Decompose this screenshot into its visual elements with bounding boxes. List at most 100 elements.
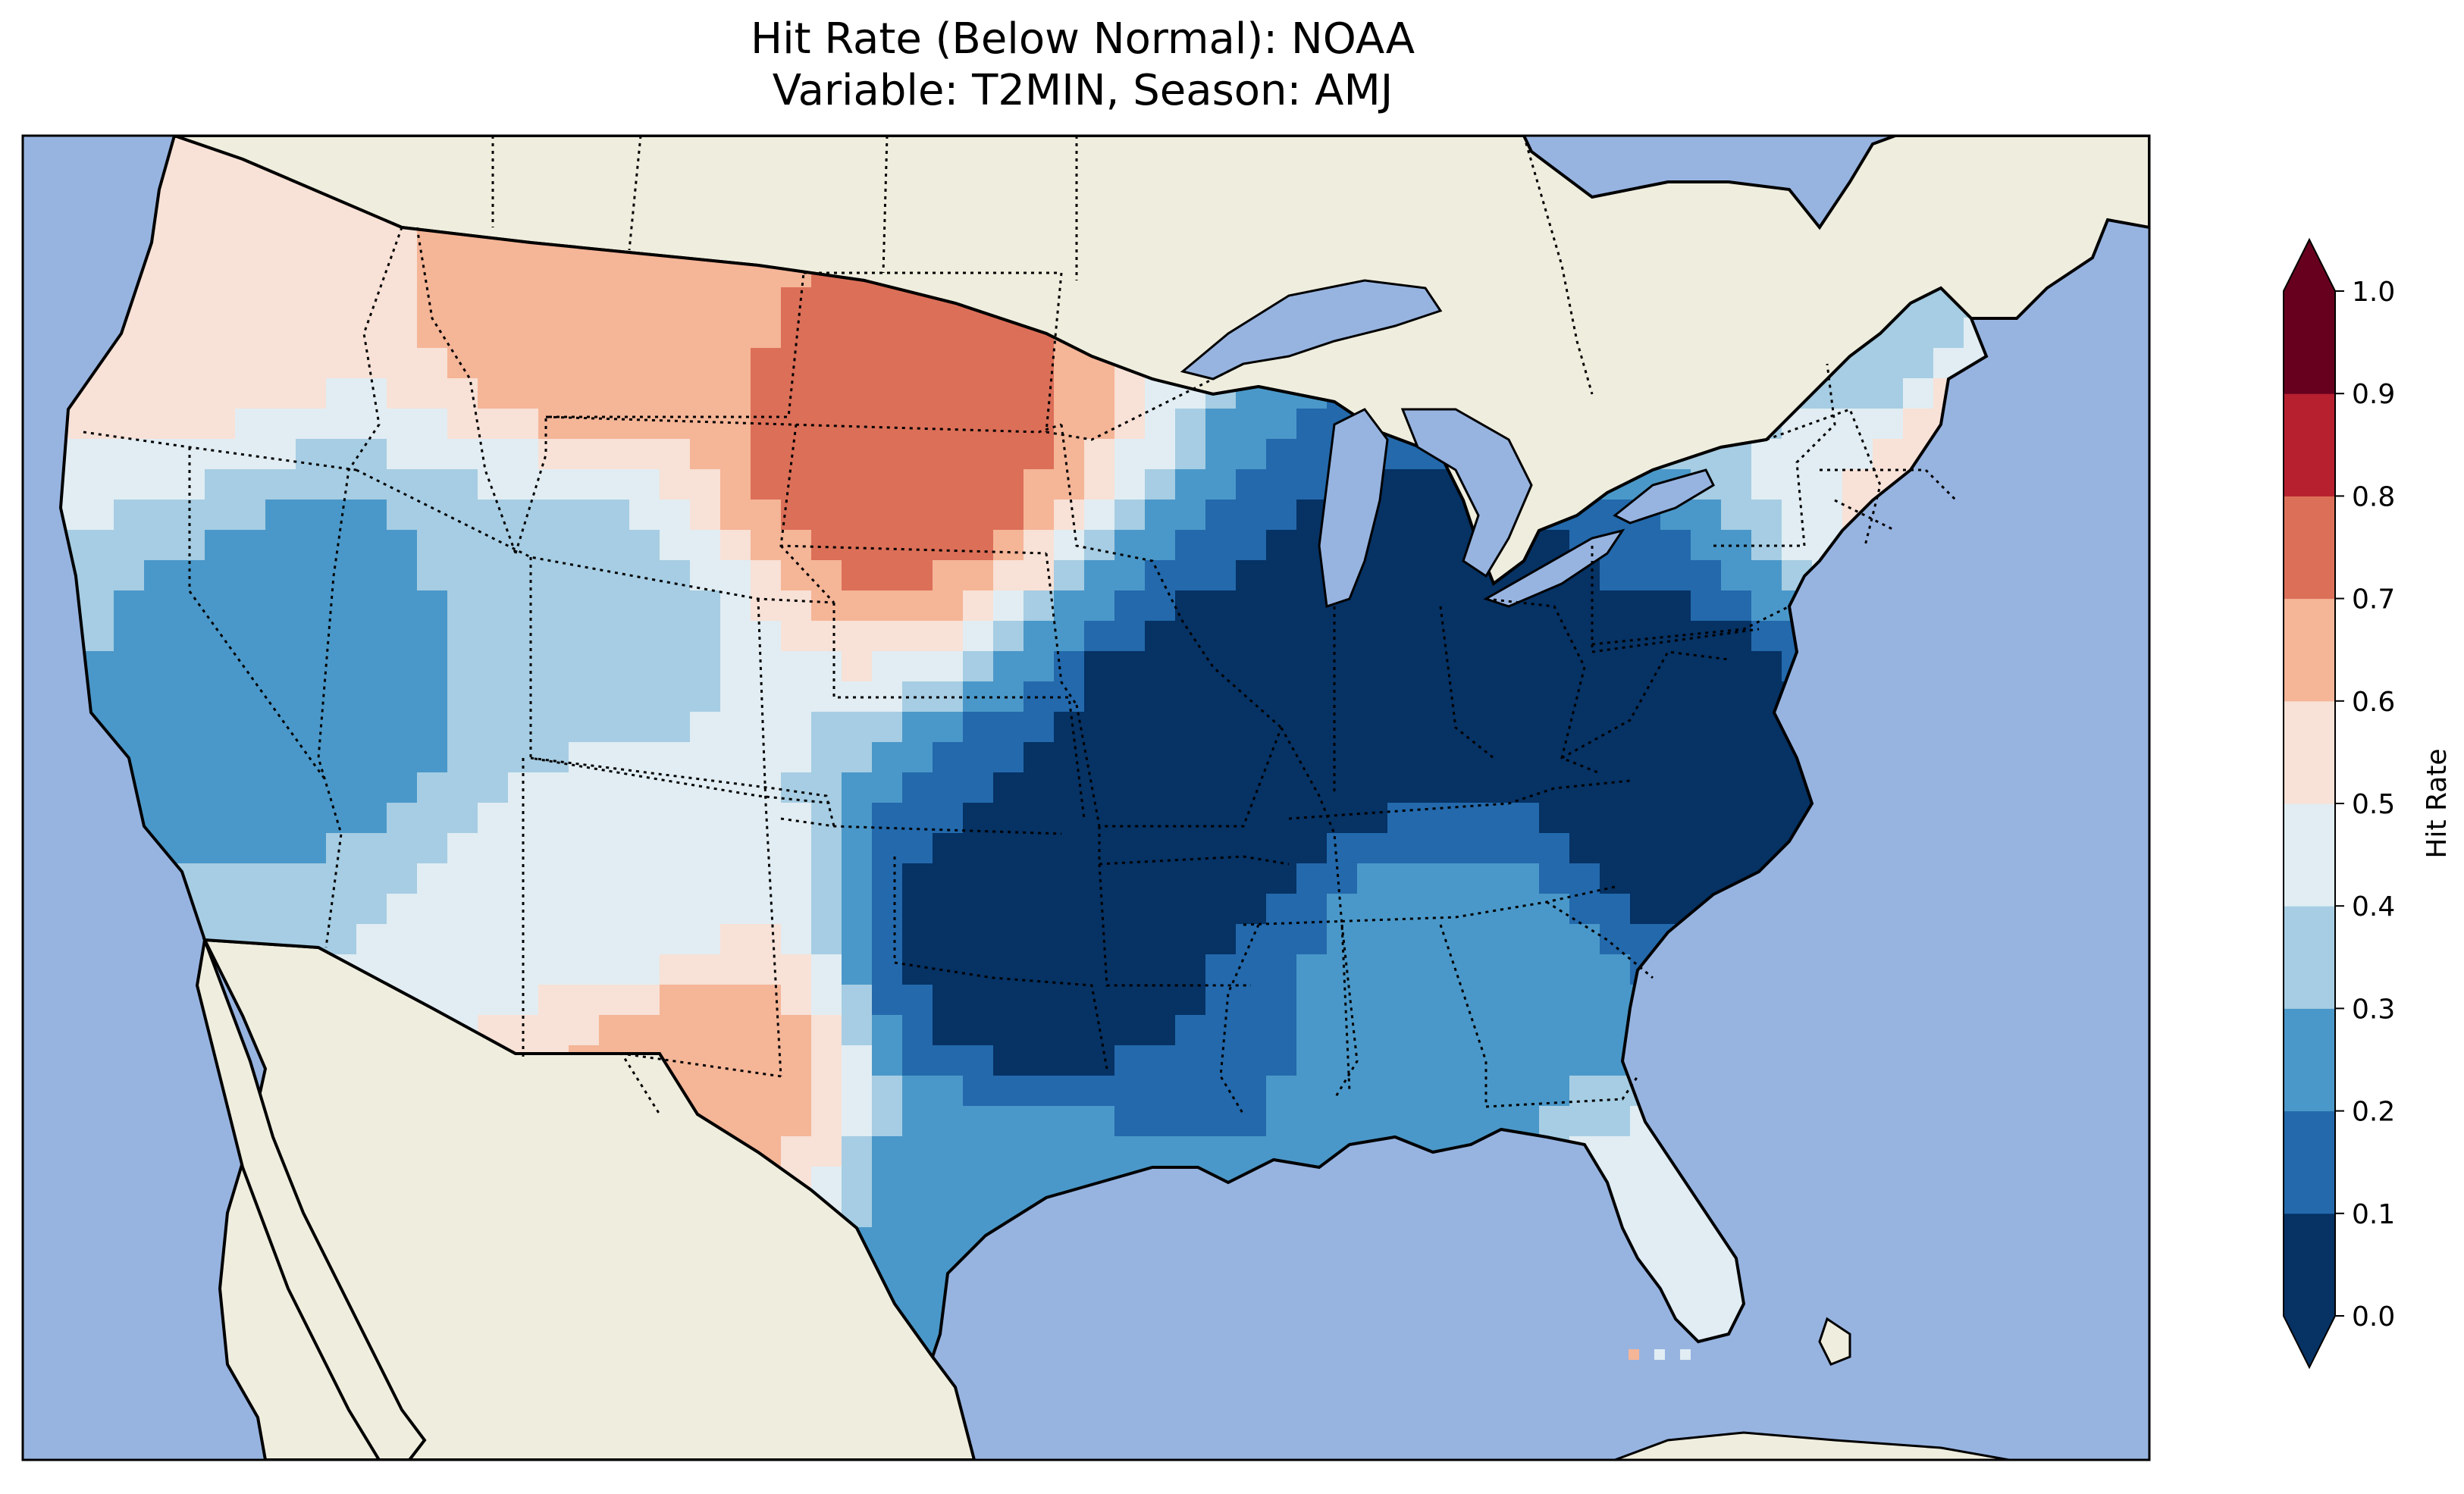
state-border: [1485, 597, 1600, 775]
heatmap-cell: [1569, 621, 1600, 651]
heatmap-cell: [629, 742, 660, 772]
heatmap-cell: [174, 712, 205, 742]
heatmap-cell: [205, 833, 235, 863]
heatmap-cell: [811, 500, 842, 530]
heatmap-cell: [235, 772, 265, 803]
heatmap-cell: [417, 439, 447, 469]
heatmap-cell: [417, 560, 447, 590]
state-border: [1098, 826, 1290, 866]
heatmap-cell: [1509, 1045, 1539, 1076]
heatmap-cell: [265, 227, 296, 257]
heatmap-cell: [599, 439, 629, 469]
heatmap-cell: [720, 560, 751, 590]
heatmap-cell: [1660, 681, 1691, 712]
heatmap-cell: [1084, 924, 1114, 954]
heatmap-cell: [478, 924, 508, 954]
heatmap-cell: [417, 590, 447, 621]
heatmap-cell: [1751, 560, 1782, 590]
heatmap-cell: [1054, 590, 1084, 621]
state-border: [530, 756, 835, 827]
heatmap-cell: [1660, 1227, 1691, 1258]
heatmap-cell: [1903, 409, 1933, 439]
heatmap-cell: [1509, 954, 1539, 985]
heatmap-cell: [387, 500, 417, 530]
heatmap-cell: [1266, 590, 1296, 621]
heatmap-cell: [356, 287, 387, 318]
heatmap-cell: [811, 287, 842, 318]
heatmap-cell: [872, 439, 902, 469]
colorbar-extend-min: [2284, 1316, 2335, 1367]
heatmap-cell: [1114, 1106, 1145, 1136]
heatmap-cell: [902, 712, 933, 742]
heatmap-cell: [902, 1167, 933, 1197]
heatmap-cell: [751, 621, 781, 651]
heatmap-cell: [1024, 560, 1054, 590]
heatmap-cell: [781, 1106, 811, 1136]
colorbar: 0.0 0.1 0.2 0.3 0.4 0.5 0.6 0.7 0.8 0.9 1.0 Hit Rat…: [2283, 237, 2453, 1370]
lake-michigan: [1318, 408, 1389, 609]
heatmap-cell: [1266, 742, 1296, 772]
heatmap-cell: [811, 924, 842, 954]
keys-cell: [1680, 1349, 1691, 1360]
heatmap-cell: [1721, 590, 1751, 621]
state-border: [779, 544, 835, 604]
heatmap-cell: [447, 590, 478, 621]
colorbar-bin: [2284, 906, 2335, 1009]
heatmap-cell: [235, 833, 265, 863]
heatmap-cell: [1236, 409, 1266, 439]
heatmap-cell: [842, 954, 872, 985]
heatmap-cell: [1327, 681, 1357, 712]
heatmap-cell: [478, 712, 508, 742]
heatmap-cell: [1357, 833, 1387, 863]
heatmap-cell: [205, 348, 235, 378]
title-line-2: Variable: T2MIN, Season: AMJ: [772, 66, 1393, 115]
heatmap-cell: [1266, 1045, 1296, 1076]
colorbar-bin: [2284, 1110, 2335, 1214]
heatmap-cell: [1024, 530, 1054, 560]
heatmap-cell: [1478, 894, 1509, 924]
heatmap-cell: [720, 863, 751, 894]
heatmap-cell: [1024, 894, 1054, 924]
heatmap-cell: [720, 894, 751, 924]
heatmap-cell: [963, 742, 993, 772]
heatmap-cell: [660, 560, 690, 590]
heatmap-cell: [1569, 1015, 1600, 1045]
heatmap-cell: [660, 894, 690, 924]
heatmap-cell: [1357, 924, 1387, 954]
heatmap-cell: [963, 894, 993, 924]
heatmap-cell: [1175, 469, 1205, 500]
heatmap-cell: [1721, 651, 1751, 681]
heatmap-cell: [690, 803, 720, 833]
state-border: [514, 272, 805, 554]
heatmap-cell: [508, 348, 538, 378]
heatmap-cell: [296, 863, 326, 894]
heatmap-cell: [1205, 681, 1236, 712]
heatmap-cell: [599, 409, 629, 439]
heatmap-cell: [1448, 803, 1478, 833]
heatmap-cell: [1205, 985, 1236, 1015]
heatmap-cell: [1084, 681, 1114, 712]
heatmap-cell: [1054, 894, 1084, 924]
heatmap-cell: [478, 954, 508, 985]
heatmap-cell: [1478, 985, 1509, 1015]
heatmap-cell: [569, 894, 599, 924]
heatmap-cell: [1721, 469, 1751, 500]
heatmap-cell: [599, 681, 629, 712]
heatmap-cell: [1600, 742, 1630, 772]
heatmap-cell: [933, 954, 963, 985]
heatmap-cell: [447, 409, 478, 439]
heatmap-cell: [872, 894, 902, 924]
heatmap-cell: [356, 803, 387, 833]
heatmap-cell: [235, 378, 265, 409]
heatmap-cell: [1145, 1106, 1175, 1136]
heatmap-cell: [811, 803, 842, 833]
heatmap-cell: [842, 560, 872, 590]
heatmap-cell: [811, 348, 842, 378]
heatmap-cell: [872, 318, 902, 348]
heatmap-cell: [538, 409, 569, 439]
heatmap-cell: [872, 409, 902, 439]
heatmap-cell: [1357, 985, 1387, 1015]
heatmap-cell: [1630, 560, 1660, 590]
heatmap-cell: [1114, 439, 1145, 469]
heatmap-cell: [447, 257, 478, 287]
